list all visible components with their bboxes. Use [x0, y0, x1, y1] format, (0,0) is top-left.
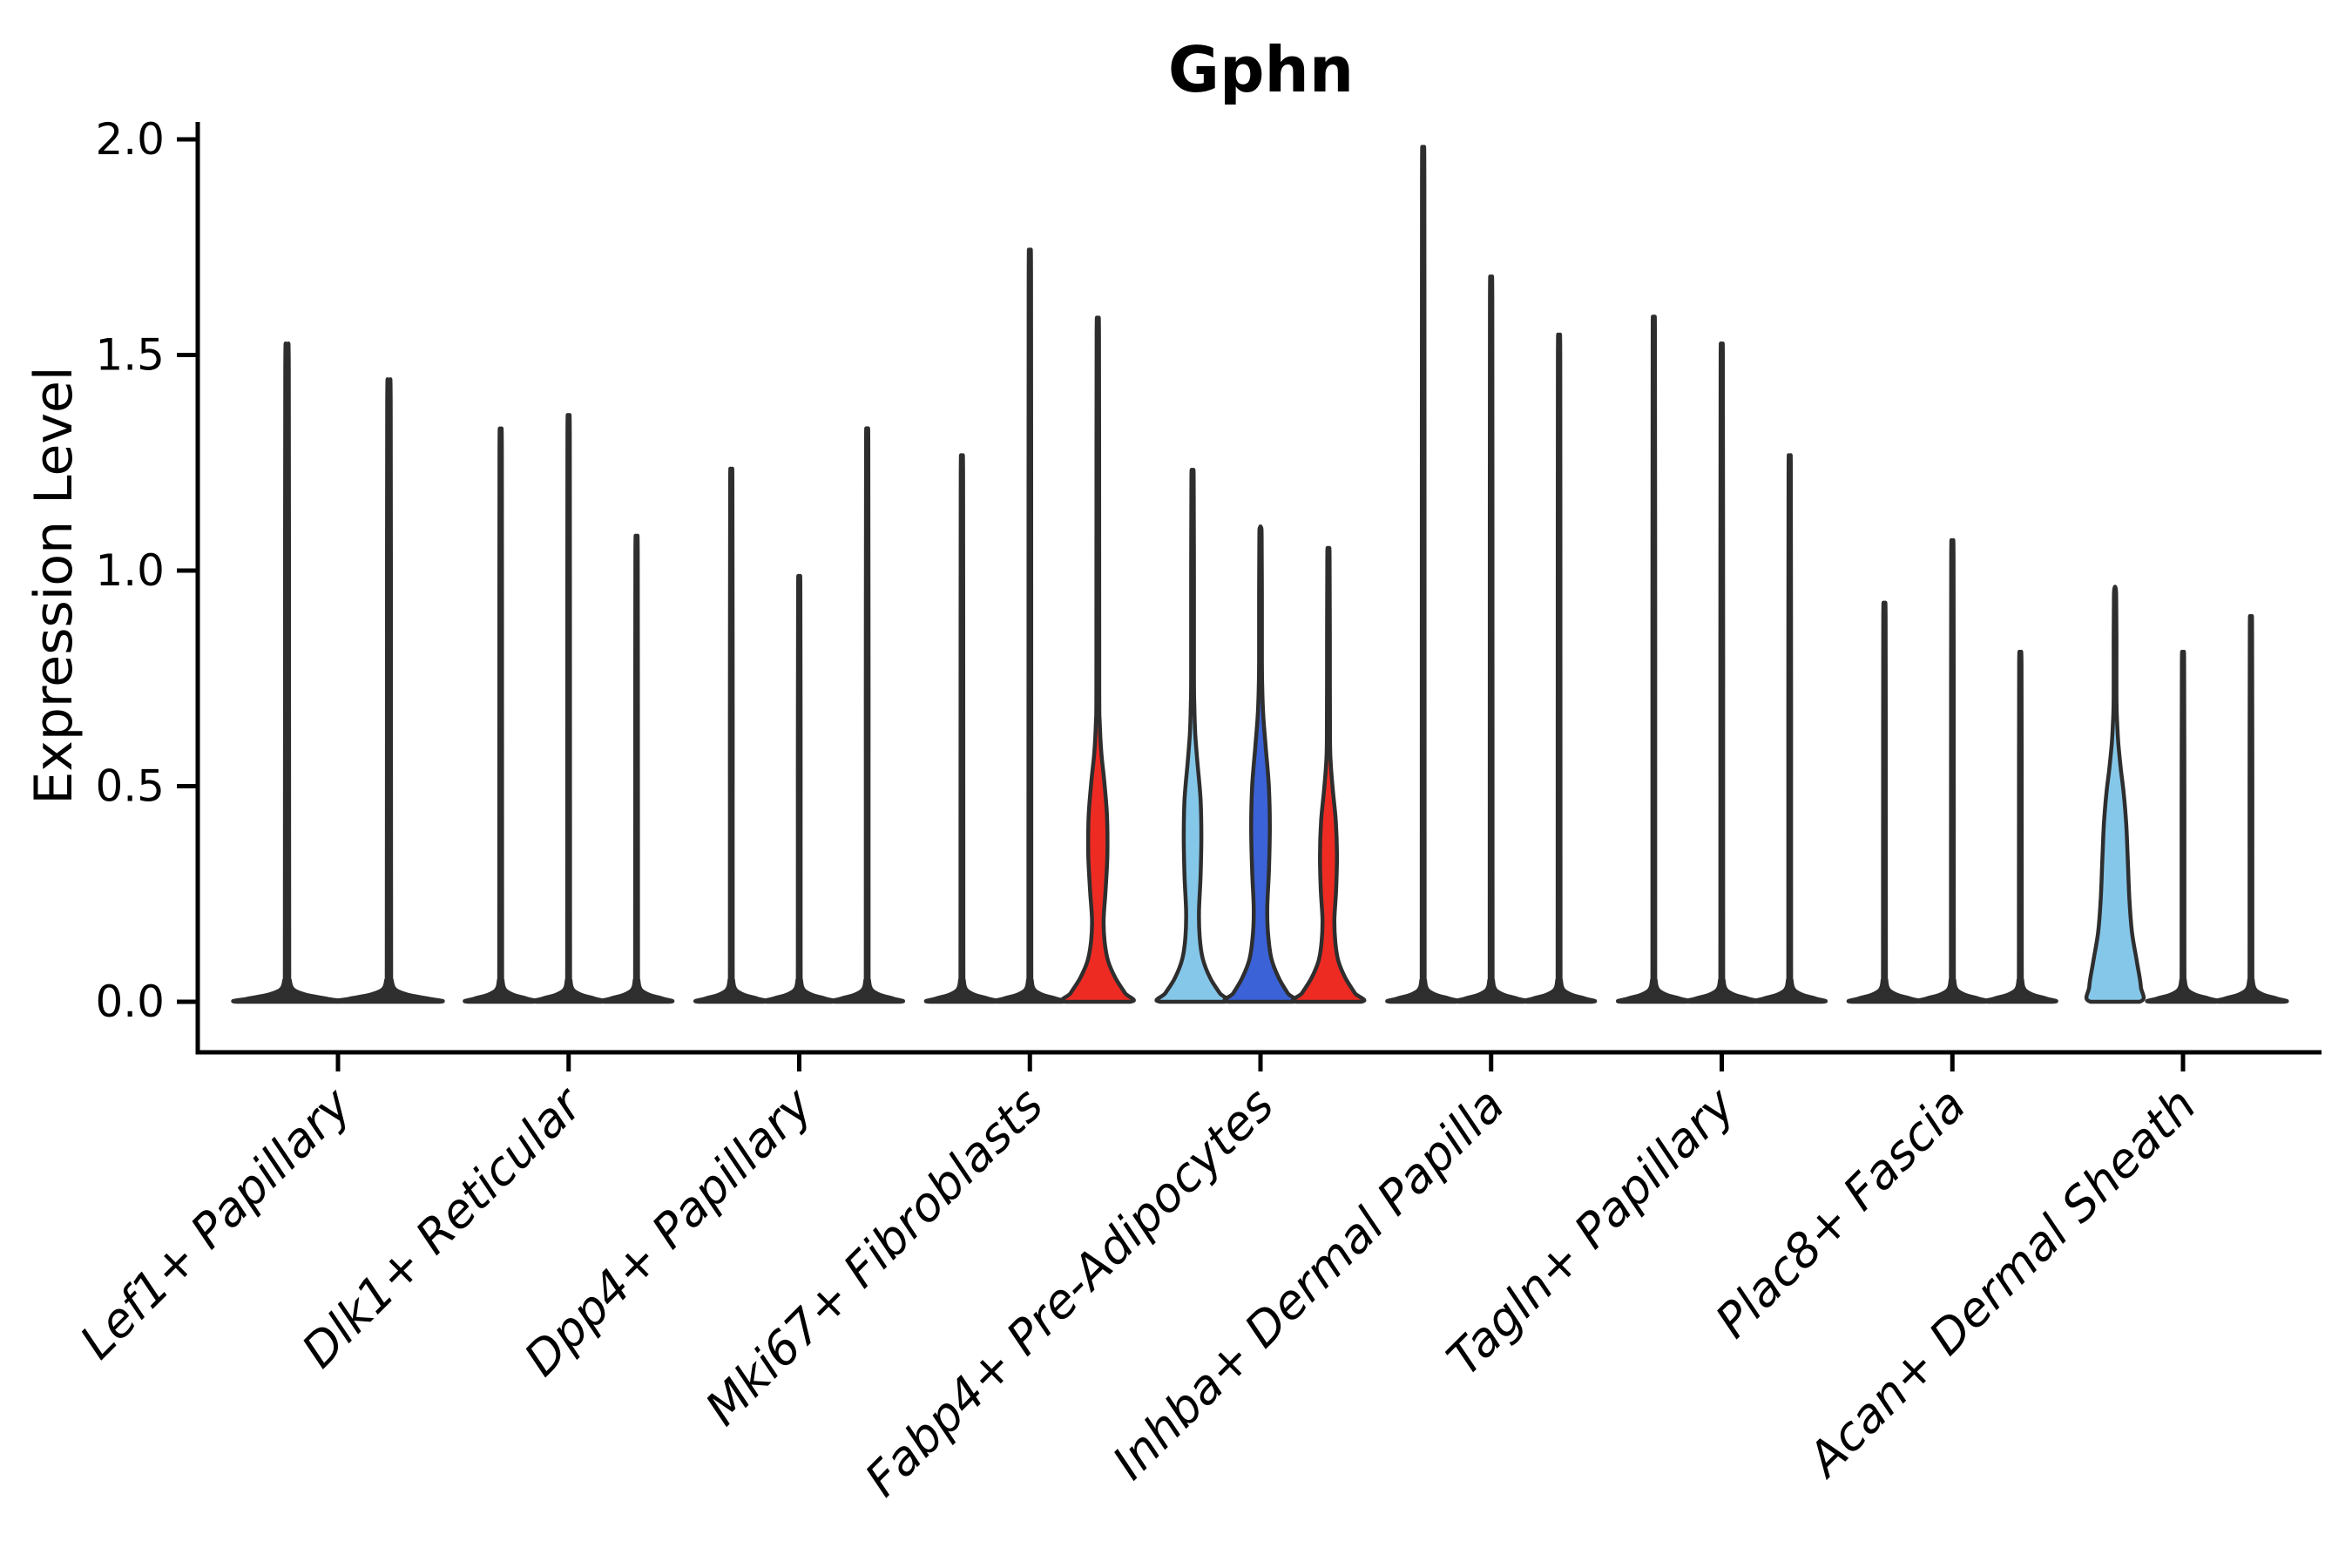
- y-tick-label: 1.5: [95, 330, 165, 381]
- violin-plac8-2: [1914, 537, 1990, 1004]
- violin-mki67-1: [923, 453, 1000, 1004]
- chart-title: Gphn: [1167, 33, 1355, 106]
- violin-fabp4-1: [1154, 468, 1231, 1004]
- violin-acan-3: [2213, 614, 2289, 1004]
- violin-fabp4-3: [1290, 545, 1367, 1004]
- y-tick-label: 1.0: [95, 545, 165, 596]
- violin-tagln-2: [1683, 341, 1761, 1004]
- violin-dpp4-3: [828, 426, 906, 1004]
- violin-lef1-2: [333, 377, 445, 1004]
- violin-mki67-3: [1059, 315, 1136, 1004]
- x-tick-label: Fabp4+ Pre-Adipocytes: [855, 1078, 1284, 1507]
- violin-dpp4-1: [693, 466, 770, 1004]
- y-tick-label: 0.5: [95, 761, 165, 812]
- violin-acan-1: [2084, 585, 2146, 1004]
- y-tick-label: 2.0: [95, 114, 165, 165]
- violin-dlk1-1: [463, 426, 539, 1004]
- violin-dpp4-2: [760, 574, 838, 1004]
- violin-inhba-1: [1385, 145, 1462, 1004]
- violin-mki67-2: [991, 247, 1068, 1004]
- violin-inhba-2: [1453, 274, 1530, 1004]
- violin-plac8-3: [1982, 650, 2058, 1004]
- y-tick-label: 0.0: [95, 977, 165, 1027]
- violin-acan-2: [2145, 650, 2221, 1004]
- violin-dlk1-2: [531, 413, 607, 1004]
- violin-tagln-1: [1615, 314, 1693, 1004]
- violin-lef1-1: [231, 341, 343, 1004]
- violin-tagln-3: [1751, 453, 1828, 1004]
- violin-dlk1-3: [598, 533, 675, 1004]
- x-tick-label: Acan+ Dermal Sheath: [1795, 1078, 2207, 1489]
- x-tick-label: Plac8+ Fascia: [1705, 1078, 1976, 1348]
- violin-plac8-1: [1846, 600, 1923, 1004]
- violin-inhba-3: [1521, 332, 1598, 1004]
- x-tick-label: Inhba+ Dermal Papilla: [1102, 1078, 1515, 1490]
- violin-fabp4-2: [1222, 524, 1299, 1004]
